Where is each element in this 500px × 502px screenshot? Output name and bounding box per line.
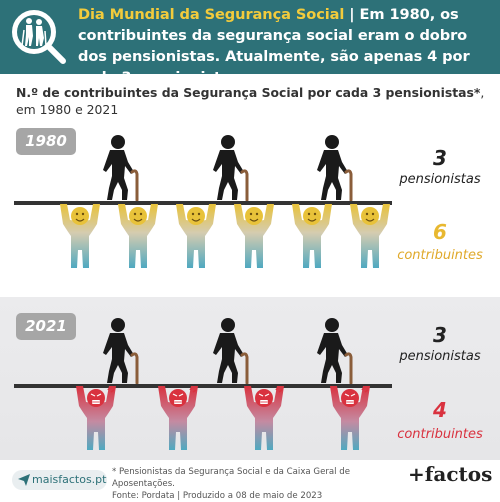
footnote-line-1: * Pensionistas da Segurança Social e da … bbox=[112, 467, 351, 489]
site-url: maisfactos.pt bbox=[32, 473, 107, 486]
brand-logo: +factos bbox=[408, 462, 493, 486]
header-banner: Dia Mundial da Segurança Social | Em 198… bbox=[0, 0, 500, 86]
footnote: * Pensionistas da Segurança Social e da … bbox=[112, 466, 402, 502]
contributors-label-1980: contribuintes bbox=[397, 248, 483, 263]
year-badge-1980: 1980 bbox=[16, 128, 76, 155]
pensioners-count-2021: 3 bbox=[433, 323, 447, 347]
headline-event: Dia Mundial da Segurança Social bbox=[78, 6, 345, 23]
contributors-label-2021: contribuintes bbox=[397, 427, 483, 442]
headline-separator: | bbox=[344, 6, 360, 23]
pensioners-count-1980: 3 bbox=[433, 146, 447, 170]
footnote-line-2: Fonte: Pordata | Produzido a 08 de maio … bbox=[112, 491, 323, 501]
panel-2021: 2021 3 pensionistas 4 contribuintes bbox=[0, 297, 500, 460]
contributors-count-1980: 6 bbox=[433, 220, 447, 244]
contributors-count-2021: 4 bbox=[433, 398, 447, 422]
site-link[interactable]: maisfactos.pt bbox=[12, 470, 107, 490]
paper-plane-icon bbox=[18, 474, 30, 486]
pensioners-label-1980: pensionistas bbox=[399, 172, 481, 187]
headline-text: Em 1980, os contribuintes da segurança s… bbox=[78, 6, 470, 86]
panel-1980: 1980 3 pensionistas 6 contribuintes bbox=[0, 124, 500, 291]
subtitle-bold: N.º de contribuintes da Segurança Social… bbox=[16, 85, 481, 100]
elderly-couple-magnifier-icon bbox=[12, 10, 66, 64]
subtitle-rest: , em 1980 e 2021 bbox=[16, 85, 485, 117]
headline: Dia Mundial da Segurança Social | Em 198… bbox=[78, 4, 498, 88]
chart-subtitle: N.º de contribuintes da Segurança Social… bbox=[16, 84, 486, 118]
year-badge-2021: 2021 bbox=[16, 313, 76, 340]
pensioners-label-2021: pensionistas bbox=[399, 349, 481, 364]
